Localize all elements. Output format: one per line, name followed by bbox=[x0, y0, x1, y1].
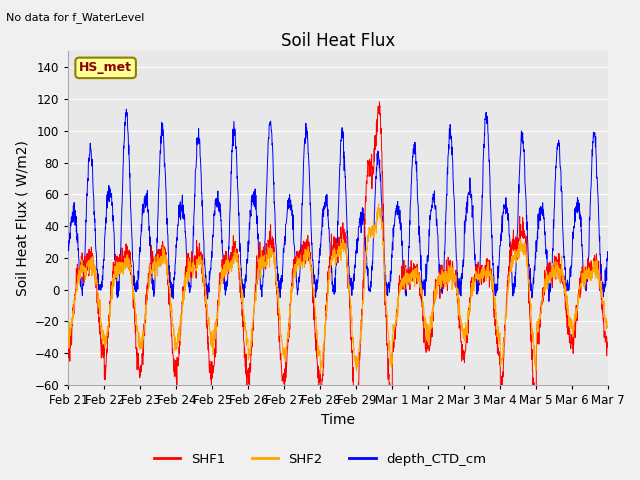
Text: No data for f_WaterLevel: No data for f_WaterLevel bbox=[6, 12, 145, 23]
Title: Soil Heat Flux: Soil Heat Flux bbox=[281, 32, 396, 50]
Text: HS_met: HS_met bbox=[79, 61, 132, 74]
Legend: SHF1, SHF2, depth_CTD_cm: SHF1, SHF2, depth_CTD_cm bbox=[148, 447, 492, 471]
X-axis label: Time: Time bbox=[321, 413, 355, 427]
Y-axis label: Soil Heat Flux ( W/m2): Soil Heat Flux ( W/m2) bbox=[15, 140, 29, 296]
